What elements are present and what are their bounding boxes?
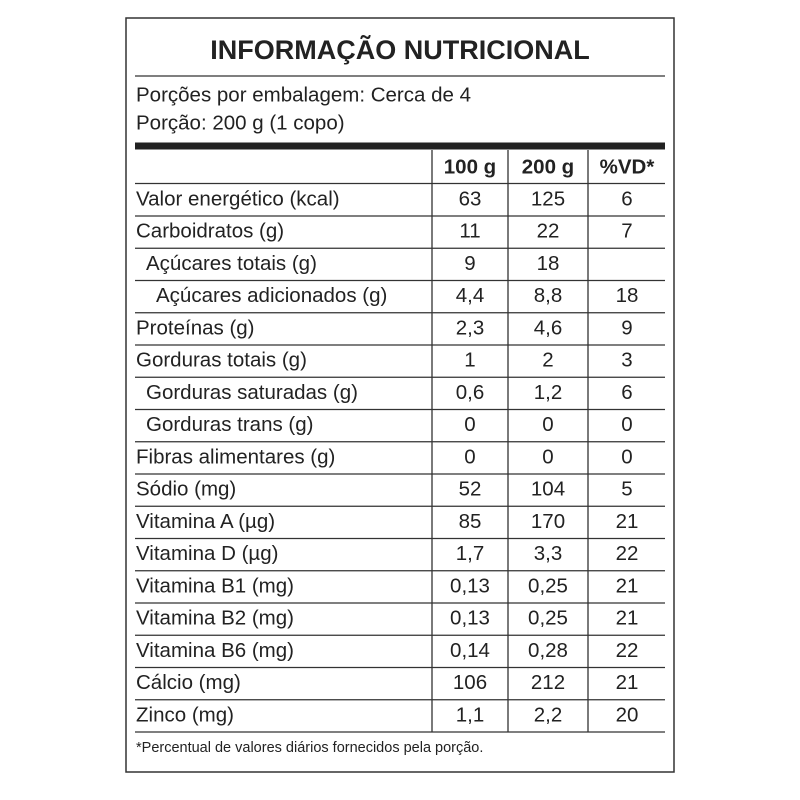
nutrient-label: Vitamina B6 (mg) bbox=[136, 639, 294, 662]
nutrient-value: 125 bbox=[531, 187, 565, 210]
nutrient-value: 22 bbox=[537, 220, 560, 243]
nutrient-label: Açúcares adicionados (g) bbox=[156, 284, 387, 307]
nutrient-value: 6 bbox=[621, 381, 632, 404]
nutrient-value: 21 bbox=[616, 510, 639, 533]
servings-per-package: Porções por embalagem: Cerca de 4 bbox=[136, 83, 471, 106]
nutrient-value: 85 bbox=[459, 510, 482, 533]
nutrient-value: 7 bbox=[621, 220, 632, 243]
nutrient-value: 6 bbox=[621, 187, 632, 210]
serving-size: Porção: 200 g (1 copo) bbox=[136, 111, 345, 134]
nutrient-value: 0 bbox=[542, 445, 553, 468]
nutrient-value: 1,1 bbox=[456, 703, 485, 726]
nutrient-value: 2 bbox=[542, 349, 553, 372]
nutrient-value: 0,28 bbox=[528, 639, 568, 662]
nutrient-label: Sódio (mg) bbox=[136, 478, 236, 501]
nutrient-label: Vitamina B1 (mg) bbox=[136, 574, 294, 597]
column-header: 100 g bbox=[444, 155, 496, 178]
nutrient-value: 1,2 bbox=[534, 381, 563, 404]
nutrient-label: Zinco (mg) bbox=[136, 703, 234, 726]
nutrient-value: 0,25 bbox=[528, 574, 568, 597]
label-title: INFORMAÇÃO NUTRICIONAL bbox=[210, 34, 589, 65]
nutrient-value: 0 bbox=[464, 413, 475, 436]
nutrient-value: 9 bbox=[621, 316, 632, 339]
nutrient-value: 212 bbox=[531, 671, 565, 694]
nutrient-value: 3 bbox=[621, 349, 632, 372]
nutrient-value: 21 bbox=[616, 671, 639, 694]
nutrient-label: Vitamina B2 (mg) bbox=[136, 607, 294, 630]
nutrient-label: Vitamina D (µg) bbox=[136, 542, 278, 565]
nutrient-value: 0,13 bbox=[450, 607, 490, 630]
nutrient-value: 2,2 bbox=[534, 703, 563, 726]
nutrient-value: 8,8 bbox=[534, 284, 563, 307]
nutrient-label: Proteínas (g) bbox=[136, 316, 255, 339]
nutrient-value: 1,7 bbox=[456, 542, 485, 565]
footnote: *Percentual de valores diários fornecido… bbox=[136, 740, 483, 756]
nutrient-label: Gorduras saturadas (g) bbox=[146, 381, 358, 404]
nutrient-label: Valor energético (kcal) bbox=[136, 187, 340, 210]
nutrient-value: 52 bbox=[459, 478, 482, 501]
column-header: 200 g bbox=[522, 155, 574, 178]
nutrient-value: 21 bbox=[616, 607, 639, 630]
column-header: %VD* bbox=[600, 155, 655, 178]
nutrient-value: 4,4 bbox=[456, 284, 485, 307]
nutrient-value: 18 bbox=[616, 284, 639, 307]
nutrient-value: 0,14 bbox=[450, 639, 490, 662]
nutrient-value: 3,3 bbox=[534, 542, 563, 565]
nutrient-value: 0,13 bbox=[450, 574, 490, 597]
nutrient-value: 0 bbox=[464, 445, 475, 468]
nutrient-value: 4,6 bbox=[534, 316, 563, 339]
nutrient-label: Açúcares totais (g) bbox=[146, 252, 317, 275]
nutrient-value: 11 bbox=[459, 220, 480, 243]
nutrient-value: 18 bbox=[537, 252, 560, 275]
nutrient-value: 0 bbox=[542, 413, 553, 436]
nutrient-label: Vitamina A (µg) bbox=[136, 510, 275, 533]
nutrient-value: 21 bbox=[616, 574, 639, 597]
nutrient-value: 63 bbox=[459, 187, 482, 210]
nutrient-value: 1 bbox=[464, 349, 475, 372]
nutrient-value: 106 bbox=[453, 671, 487, 694]
nutrient-label: Cálcio (mg) bbox=[136, 671, 241, 694]
nutrient-value: 170 bbox=[531, 510, 565, 533]
nutrient-value: 0 bbox=[621, 413, 632, 436]
nutrient-value: 20 bbox=[616, 703, 639, 726]
nutrient-label: Fibras alimentares (g) bbox=[136, 445, 335, 468]
nutrient-value: 22 bbox=[616, 639, 639, 662]
nutrient-value: 22 bbox=[616, 542, 639, 565]
nutrient-value: 2,3 bbox=[456, 316, 485, 339]
nutrient-label: Carboidratos (g) bbox=[136, 220, 284, 243]
nutrient-label: Gorduras totais (g) bbox=[136, 349, 307, 372]
nutrient-value: 0 bbox=[621, 445, 632, 468]
nutrient-value: 0,25 bbox=[528, 607, 568, 630]
nutrient-value: 9 bbox=[464, 252, 475, 275]
nutrient-value: 5 bbox=[621, 478, 632, 501]
nutrient-label: Gorduras trans (g) bbox=[146, 413, 313, 436]
nutrient-value: 0,6 bbox=[456, 381, 485, 404]
nutrient-value: 104 bbox=[531, 478, 565, 501]
